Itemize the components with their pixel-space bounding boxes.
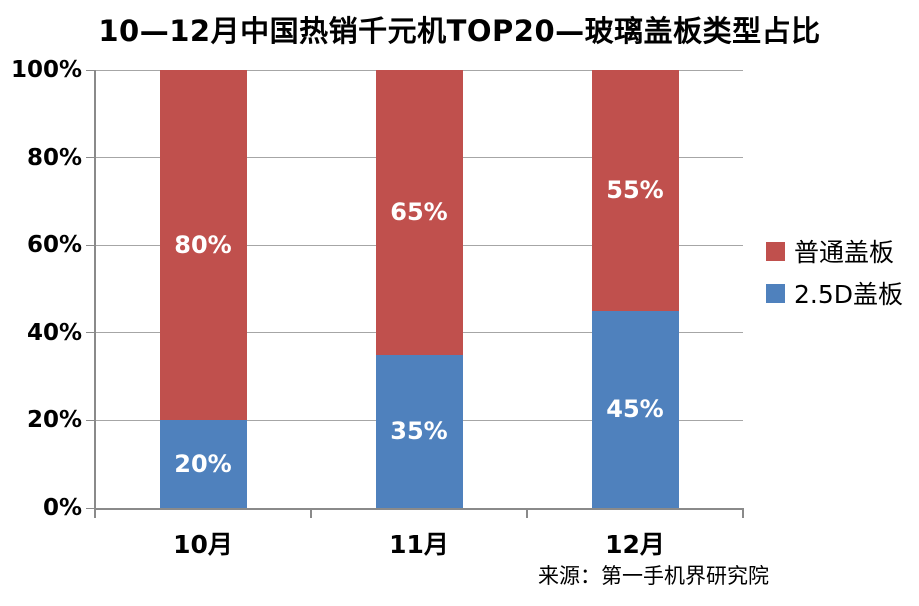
source-note: 来源：第一手机界研究院 <box>538 564 769 588</box>
x-axis-tick <box>526 508 528 518</box>
bar-label: 65% <box>390 198 448 227</box>
bar-label: 55% <box>606 176 664 205</box>
bar-label: 35% <box>390 417 448 446</box>
y-axis-line <box>94 70 96 508</box>
y-axis-tick <box>86 507 95 509</box>
bar-segment <box>591 70 679 311</box>
x-axis-line <box>94 508 744 510</box>
y-axis-tick <box>86 419 95 421</box>
bar-segment <box>591 310 679 508</box>
x-tick-label: 12月 <box>605 530 665 559</box>
y-tick-label: 40% <box>26 319 82 346</box>
chart-title: 10—12月中国热销千元机TOP20—玻璃盖板类型占比 <box>98 14 821 48</box>
y-tick-label: 20% <box>26 407 82 434</box>
x-axis-tick <box>94 508 96 518</box>
y-tick-label: 80% <box>26 144 82 171</box>
bar-segment <box>375 70 463 355</box>
y-tick-label: 60% <box>26 232 82 259</box>
x-axis-tick <box>742 508 744 518</box>
x-tick-label: 11月 <box>389 530 449 559</box>
bar-label: 20% <box>174 450 232 479</box>
y-axis-tick <box>86 69 95 71</box>
bar-segment <box>375 354 463 508</box>
x-axis-tick <box>310 508 312 518</box>
bar-label: 80% <box>174 231 232 260</box>
y-tick-label: 100% <box>10 57 82 83</box>
bar-segment <box>159 420 247 508</box>
bar-label: 45% <box>606 395 664 424</box>
y-tick-label: 0% <box>42 495 82 521</box>
y-axis-tick <box>86 157 95 159</box>
y-axis-tick <box>86 332 95 334</box>
x-tick-label: 10月 <box>173 530 233 559</box>
y-axis-tick <box>86 244 95 246</box>
bar-segment <box>159 70 247 421</box>
